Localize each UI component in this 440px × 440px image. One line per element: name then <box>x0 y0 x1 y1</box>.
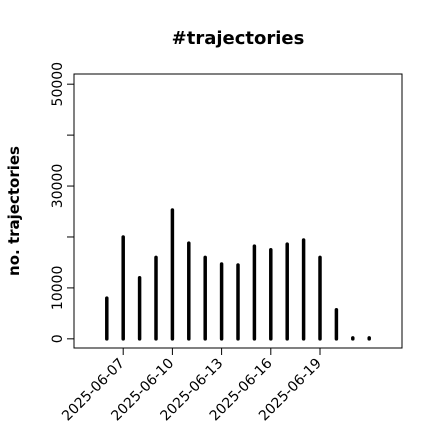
y-axis-label: no. trajectories <box>5 146 23 276</box>
chart-title: #trajectories <box>172 28 305 49</box>
plot-box <box>73 73 403 349</box>
y-tick-label: 10000 <box>50 266 66 311</box>
y-tick-label: 30000 <box>50 164 66 209</box>
y-tick-label: 0 <box>50 334 66 343</box>
y-tick-label: 50000 <box>50 62 66 107</box>
